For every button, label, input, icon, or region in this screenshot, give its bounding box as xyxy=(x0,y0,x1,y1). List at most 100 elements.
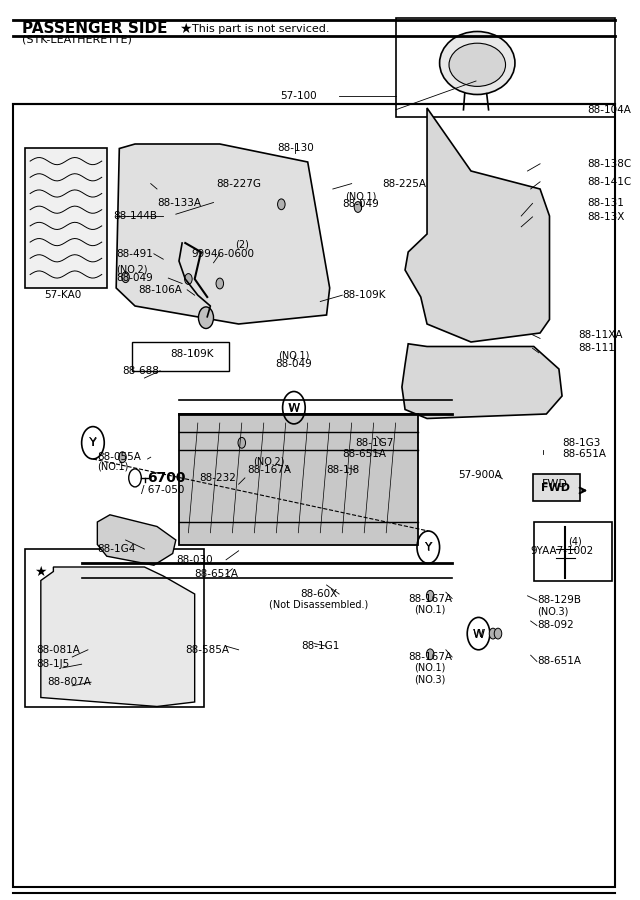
Circle shape xyxy=(426,590,434,601)
Circle shape xyxy=(184,274,192,284)
Text: (2): (2) xyxy=(235,239,249,250)
Text: 88-092: 88-092 xyxy=(537,620,573,631)
Text: Y: Y xyxy=(89,436,97,449)
Text: 88-232: 88-232 xyxy=(200,472,237,483)
Text: (4): (4) xyxy=(568,536,582,547)
Text: 88-167A: 88-167A xyxy=(408,593,452,604)
Text: 88-651A: 88-651A xyxy=(562,448,606,459)
Text: 88-130: 88-130 xyxy=(276,142,314,153)
Circle shape xyxy=(494,628,502,639)
Text: 88-651A: 88-651A xyxy=(342,448,387,459)
Text: Y: Y xyxy=(90,437,96,448)
Text: 88-109K: 88-109K xyxy=(342,290,386,301)
Text: 88-055A: 88-055A xyxy=(97,452,141,463)
Bar xyxy=(179,414,418,544)
Circle shape xyxy=(198,307,214,328)
Text: ★: ★ xyxy=(179,22,191,36)
Text: 88-167A: 88-167A xyxy=(408,652,452,662)
Text: 88-109K: 88-109K xyxy=(170,348,213,359)
Text: 88-1G3: 88-1G3 xyxy=(562,437,600,448)
Bar xyxy=(25,148,107,288)
Text: 88-651A: 88-651A xyxy=(195,569,239,580)
Text: 88-138C: 88-138C xyxy=(587,158,632,169)
Circle shape xyxy=(354,202,362,212)
Text: Y: Y xyxy=(425,542,431,553)
Text: 88-133A: 88-133A xyxy=(157,197,201,208)
Text: 99946-0600: 99946-0600 xyxy=(191,248,255,259)
Text: 6700: 6700 xyxy=(148,471,186,485)
Text: 88-141C: 88-141C xyxy=(587,176,632,187)
Text: (STK-LEATHERETTE): (STK-LEATHERETTE) xyxy=(22,34,132,45)
Circle shape xyxy=(216,278,223,289)
Text: 88-1G4: 88-1G4 xyxy=(97,544,136,554)
Text: 88-227G: 88-227G xyxy=(216,178,261,189)
Text: (NO.1): (NO.1) xyxy=(415,604,446,615)
Text: W: W xyxy=(289,402,300,413)
FancyBboxPatch shape xyxy=(532,474,580,501)
Bar xyxy=(25,549,204,706)
Circle shape xyxy=(122,272,129,283)
Circle shape xyxy=(278,199,285,210)
Polygon shape xyxy=(41,567,195,706)
Circle shape xyxy=(238,437,246,448)
Ellipse shape xyxy=(449,43,506,86)
Text: PASSENGER SIDE: PASSENGER SIDE xyxy=(22,22,168,36)
Circle shape xyxy=(426,649,434,660)
Bar xyxy=(132,342,229,371)
Text: 88-585A: 88-585A xyxy=(185,644,229,655)
Text: (NO.3): (NO.3) xyxy=(537,606,568,616)
Text: (NO.2): (NO.2) xyxy=(116,265,148,275)
Text: 88-144B: 88-144B xyxy=(113,211,157,221)
Text: ★: ★ xyxy=(35,564,47,579)
Text: FWD: FWD xyxy=(541,479,568,490)
Text: Y: Y xyxy=(424,541,432,554)
Text: 88-049: 88-049 xyxy=(116,273,153,284)
Circle shape xyxy=(118,452,126,463)
Text: 88-106A: 88-106A xyxy=(138,284,182,295)
Text: 88-030: 88-030 xyxy=(177,554,213,565)
Text: 88-049: 88-049 xyxy=(342,199,380,210)
Text: FWD: FWD xyxy=(541,482,570,493)
Text: 88-049: 88-049 xyxy=(276,358,312,369)
Text: This part is not serviced.: This part is not serviced. xyxy=(191,23,329,34)
Text: 88-60X: 88-60X xyxy=(300,589,338,599)
Text: 88-129B: 88-129B xyxy=(537,595,581,606)
Text: (Not Disassembled.): (Not Disassembled.) xyxy=(269,599,369,610)
Text: 9YAA7-1002: 9YAA7-1002 xyxy=(531,545,594,556)
Polygon shape xyxy=(402,344,562,418)
Text: (NO.2): (NO.2) xyxy=(253,456,285,467)
Text: (NO.1): (NO.1) xyxy=(415,662,446,673)
Text: 88-13X: 88-13X xyxy=(587,212,625,222)
Text: 88-651A: 88-651A xyxy=(537,656,581,667)
Bar xyxy=(13,104,616,886)
Text: 88-111: 88-111 xyxy=(578,343,614,354)
Text: 88-081A: 88-081A xyxy=(36,644,80,655)
Text: 88-1J8: 88-1J8 xyxy=(326,464,360,475)
Bar xyxy=(396,18,616,117)
Text: 57-900A: 57-900A xyxy=(458,470,502,481)
Circle shape xyxy=(489,628,497,639)
Text: 88-131: 88-131 xyxy=(587,198,624,209)
Polygon shape xyxy=(405,108,550,342)
Text: 88-491: 88-491 xyxy=(116,248,153,259)
Text: 88-688: 88-688 xyxy=(122,365,159,376)
Text: 88-807A: 88-807A xyxy=(47,677,91,688)
Ellipse shape xyxy=(440,32,515,94)
Text: (NO.1): (NO.1) xyxy=(97,461,129,472)
Text: 88-167A: 88-167A xyxy=(247,464,291,475)
Text: 88-1G1: 88-1G1 xyxy=(301,641,340,652)
Text: 88-11XA: 88-11XA xyxy=(578,329,622,340)
Text: 88-225A: 88-225A xyxy=(382,178,426,189)
Text: (NO.3): (NO.3) xyxy=(415,674,446,685)
Text: (NO.1): (NO.1) xyxy=(346,191,377,202)
Text: 88-1G7: 88-1G7 xyxy=(355,437,393,448)
Text: 88-1J5: 88-1J5 xyxy=(36,659,70,670)
Polygon shape xyxy=(97,515,176,565)
Polygon shape xyxy=(116,144,330,324)
Text: / 67-050: / 67-050 xyxy=(141,485,185,496)
Text: 57-KA0: 57-KA0 xyxy=(44,290,81,301)
Text: W: W xyxy=(473,628,484,639)
Text: 57-100: 57-100 xyxy=(280,91,317,102)
Text: W: W xyxy=(472,628,484,641)
Text: (NO.1): (NO.1) xyxy=(278,350,310,361)
